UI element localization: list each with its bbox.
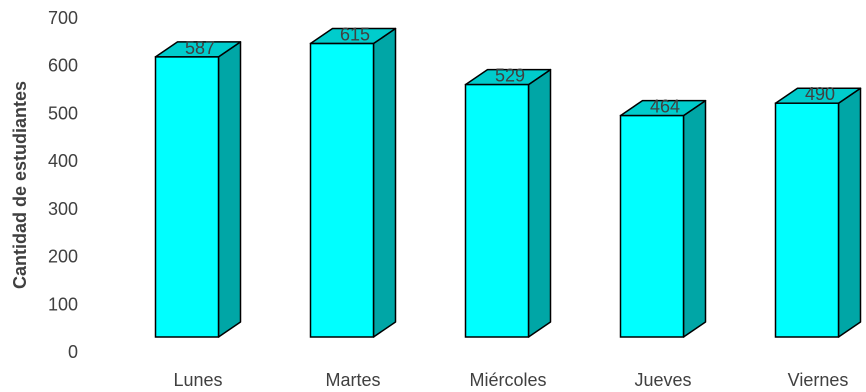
x-category-label: Viernes bbox=[788, 370, 849, 390]
bar-side-face bbox=[372, 27, 397, 338]
bar-side-face bbox=[217, 41, 242, 338]
data-label: 529 bbox=[495, 66, 525, 86]
bar-front-face bbox=[774, 102, 840, 338]
y-tick-label: 600 bbox=[48, 56, 78, 76]
bar-front-face bbox=[464, 83, 530, 338]
bar-miércoles bbox=[464, 68, 552, 338]
y-tick-label: 0 bbox=[68, 342, 78, 362]
data-label: 615 bbox=[340, 25, 370, 45]
bar-viernes bbox=[774, 87, 862, 338]
y-tick-label: 300 bbox=[48, 199, 78, 219]
y-axis-ticks: 0 100 200 300 400 500 600 700 bbox=[48, 8, 78, 362]
bar-side-face bbox=[837, 87, 862, 338]
bar-front-face bbox=[154, 56, 220, 338]
data-label: 490 bbox=[805, 84, 835, 104]
bar-front-face bbox=[309, 42, 375, 338]
bar-lunes bbox=[154, 41, 242, 338]
bar-side-face bbox=[682, 99, 707, 338]
x-category-label: Jueves bbox=[634, 370, 691, 390]
y-tick-label: 100 bbox=[48, 294, 78, 314]
bar-martes bbox=[309, 27, 397, 338]
bar-jueves bbox=[619, 99, 707, 338]
x-category-label: Miércoles bbox=[469, 370, 546, 390]
y-tick-label: 500 bbox=[48, 103, 78, 123]
x-category-label: Lunes bbox=[173, 370, 222, 390]
bar-front-face bbox=[619, 114, 685, 338]
bar-side-face bbox=[527, 68, 552, 338]
y-tick-label: 700 bbox=[48, 8, 78, 28]
y-tick-label: 200 bbox=[48, 247, 78, 267]
data-label: 587 bbox=[185, 38, 215, 58]
x-category-label: Martes bbox=[325, 370, 380, 390]
data-label: 464 bbox=[650, 97, 680, 117]
bars: 587 615 529 464 490 bbox=[154, 25, 862, 338]
category-labels: Lunes Martes Miércoles Jueves Viernes bbox=[173, 370, 848, 390]
y-tick-label: 400 bbox=[48, 151, 78, 171]
y-axis-title: Cantidad de estudiantes bbox=[10, 81, 30, 289]
